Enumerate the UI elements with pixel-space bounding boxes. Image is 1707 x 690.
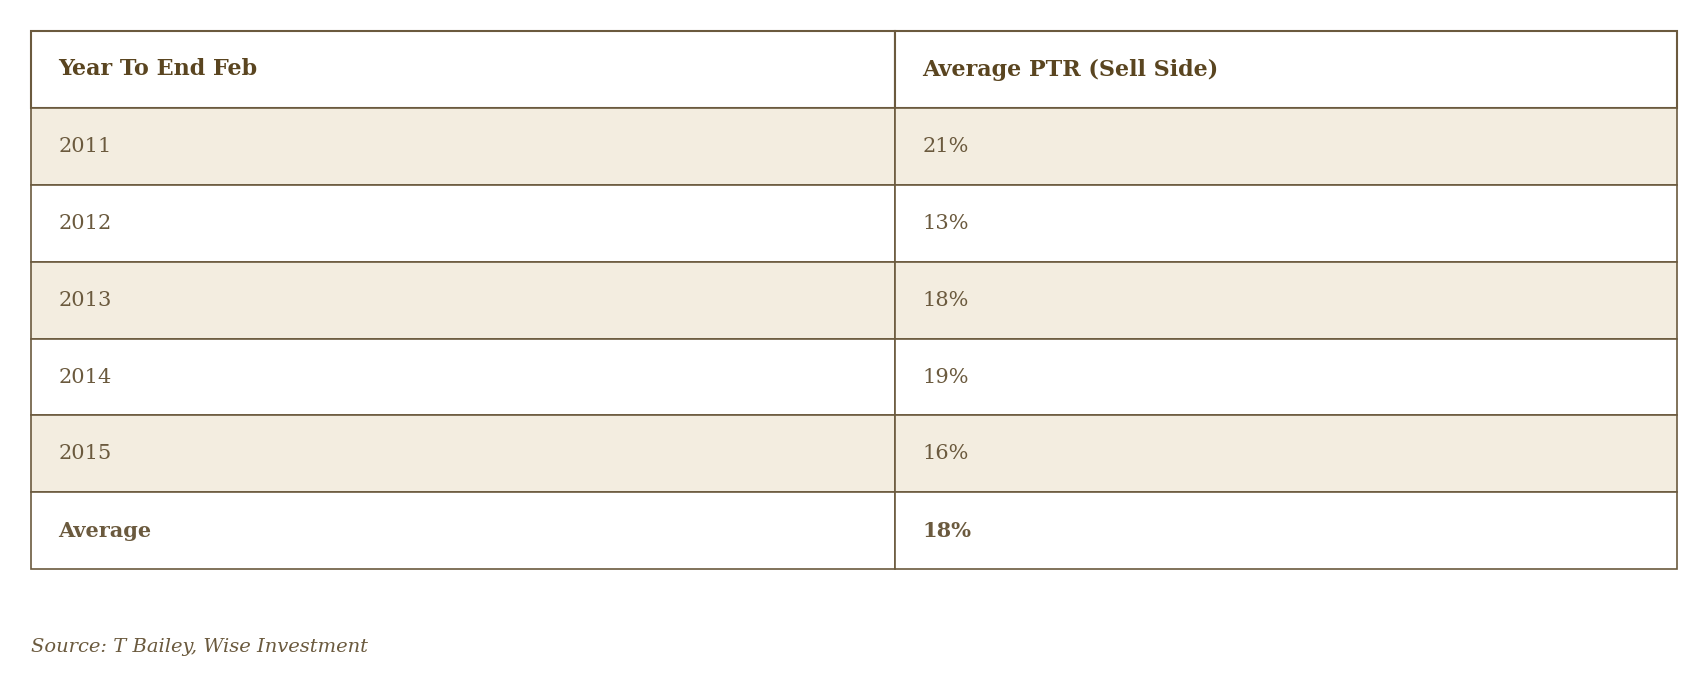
Bar [31,185,894,262]
Text: 21%: 21% [922,137,968,156]
Bar [31,262,894,339]
Bar [894,185,1676,262]
Text: Average PTR (Sell Side): Average PTR (Sell Side) [922,59,1219,81]
Bar [894,262,1676,339]
Text: 18%: 18% [922,521,971,541]
Bar [31,339,894,415]
Bar [31,31,894,108]
Text: 18%: 18% [922,290,968,310]
Text: 2011: 2011 [58,137,111,156]
Text: 13%: 13% [922,214,968,233]
Bar [894,108,1676,185]
Bar [894,415,1676,493]
Bar [31,415,894,493]
Text: 2012: 2012 [58,214,111,233]
Bar [31,493,894,569]
Bar [894,339,1676,415]
Text: 19%: 19% [922,368,968,386]
Text: 2015: 2015 [58,444,111,464]
Text: 2013: 2013 [58,290,111,310]
Bar [894,31,1676,108]
Text: Source: T Bailey, Wise Investment: Source: T Bailey, Wise Investment [31,638,367,656]
Text: Year To End Feb: Year To End Feb [58,59,258,81]
Bar [31,108,894,185]
Text: 2014: 2014 [58,368,111,386]
Bar [894,493,1676,569]
Text: Average: Average [58,521,152,541]
Text: 16%: 16% [922,444,968,464]
